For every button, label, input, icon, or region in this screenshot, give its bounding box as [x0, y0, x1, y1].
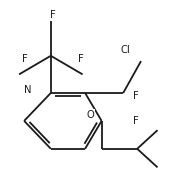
Text: F: F [50, 10, 55, 20]
Text: F: F [22, 54, 28, 64]
Text: F: F [133, 116, 139, 126]
Text: O: O [86, 110, 94, 120]
Text: Cl: Cl [121, 45, 131, 55]
Text: F: F [133, 91, 139, 101]
Text: N: N [24, 85, 31, 95]
Text: F: F [78, 54, 83, 64]
